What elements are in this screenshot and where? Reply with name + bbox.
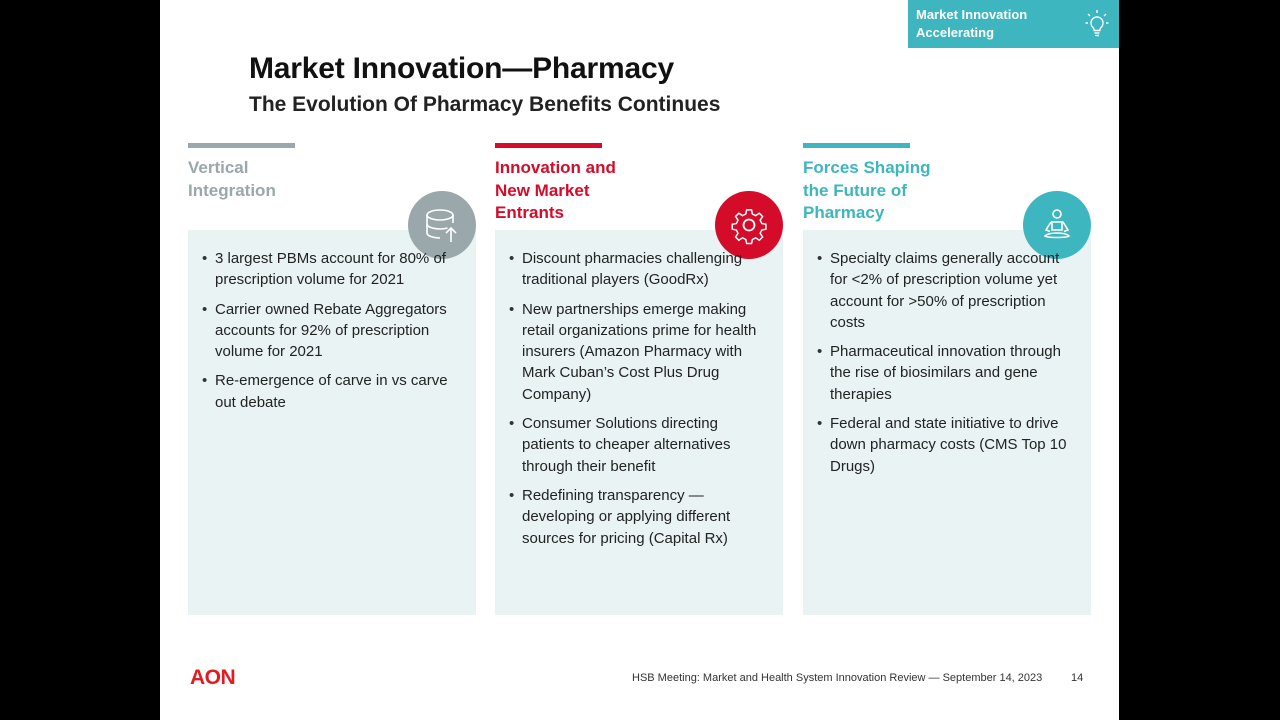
section-tag-line2: Accelerating xyxy=(916,25,995,40)
lightbulb-icon xyxy=(1085,10,1109,37)
list-item: 3 largest PBMs account for 80% of prescr… xyxy=(202,248,463,291)
list-item: New partnerships emerge making retail or… xyxy=(509,299,770,405)
column-accent-bar xyxy=(188,143,295,148)
section-tag: Market Innovation Accelerating xyxy=(908,0,1119,48)
column-panel xyxy=(188,230,476,615)
column-heading: Innovation and New Market Entrants xyxy=(495,158,616,222)
list-item: Carrier owned Rebate Aggregators account… xyxy=(202,299,463,363)
bullet-list: Specialty claims generally account for <… xyxy=(803,248,1078,485)
column-heading: Vertical Integration xyxy=(188,158,276,200)
column-accent-bar xyxy=(803,143,910,148)
slide: Market Innovation Accelerating Market In… xyxy=(160,0,1119,720)
list-item: Federal and state initiative to drive do… xyxy=(817,413,1078,477)
meditation-icon xyxy=(1043,209,1071,239)
database-icon xyxy=(426,209,457,242)
section-tag-line1: Market Innovation xyxy=(916,7,1028,22)
column-heading: Forces Shaping the Future of Pharmacy xyxy=(803,158,931,222)
bullet-list: 3 largest PBMs account for 80% of prescr… xyxy=(188,248,463,421)
footer-text: HSB Meeting: Market and Health System In… xyxy=(632,672,1043,684)
list-item: Re-emergence of carve in vs carve out de… xyxy=(202,370,463,413)
page-subtitle: The Evolution Of Pharmacy Benefits Conti… xyxy=(249,93,721,116)
list-item: Consumer Solutions directing patients to… xyxy=(509,413,770,477)
page-number: 14 xyxy=(1071,672,1084,684)
aon-logo: AON xyxy=(190,666,236,689)
bullet-list: Discount pharmacies challenging traditio… xyxy=(495,248,770,557)
list-item: Specialty claims generally account for <… xyxy=(817,248,1078,333)
column-vertical-integration: Vertical Integration 3 largest PBMs acco… xyxy=(188,143,476,615)
column-forces-shaping: Forces Shaping the Future of Pharmacy Sp… xyxy=(803,143,1091,615)
gear-icon xyxy=(731,209,767,245)
column-innovation: Innovation and New Market Entrants Disco… xyxy=(495,143,783,615)
column-accent-bar xyxy=(495,143,602,148)
page-title: Market Innovation—Pharmacy xyxy=(249,52,674,85)
list-item: Redefining transparency — developing or … xyxy=(509,485,770,549)
list-item: Discount pharmacies challenging traditio… xyxy=(509,248,770,291)
list-item: Pharmaceutical innovation through the ri… xyxy=(817,341,1078,405)
